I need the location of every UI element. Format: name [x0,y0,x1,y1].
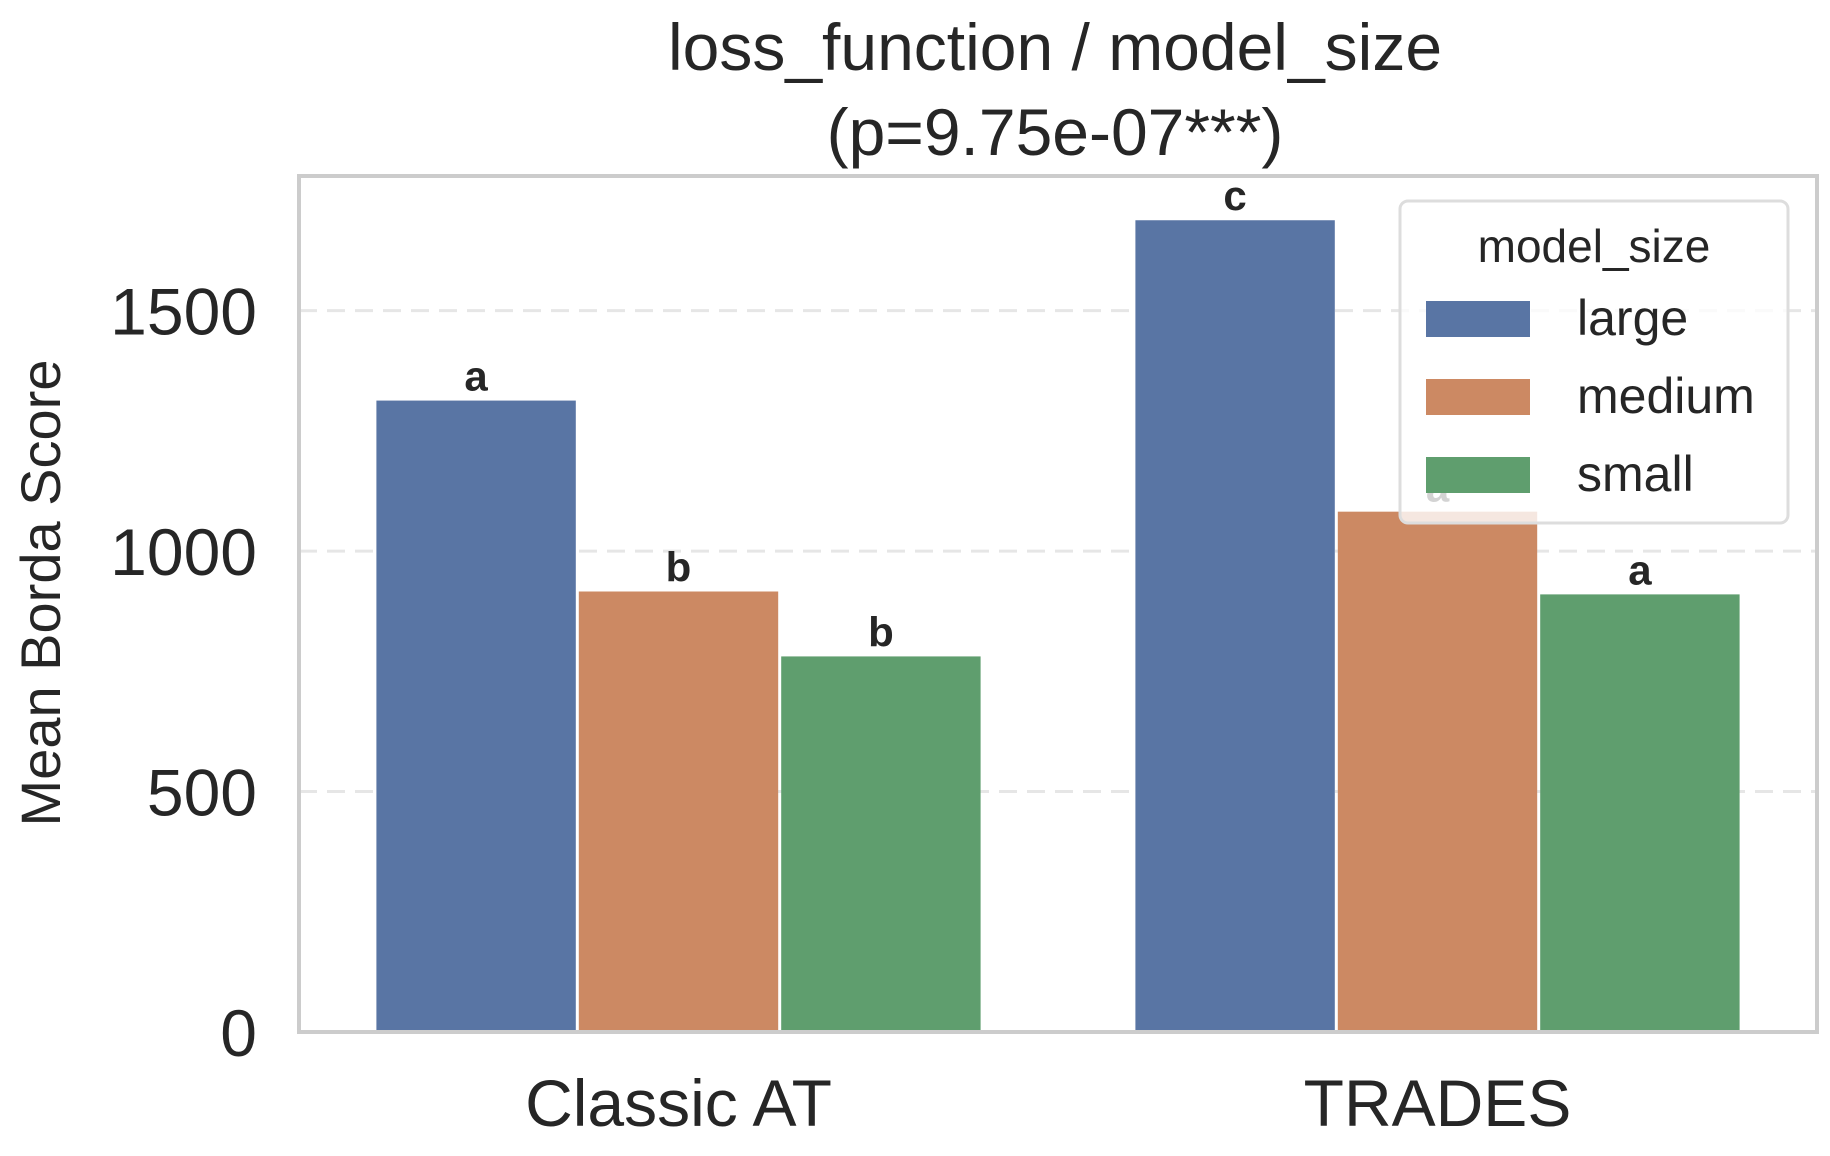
legend-title: model_size [1478,220,1711,272]
bar [1337,511,1538,1032]
significance-letter: c [1223,172,1246,219]
bar [1540,594,1740,1032]
y-tick-label: 0 [220,996,257,1070]
legend: model_size large medium small [1398,199,1790,525]
legend-label: large [1577,290,1688,346]
legend-swatch [1426,379,1530,415]
plot-frame [297,174,1819,1034]
legend-swatch [1426,457,1530,493]
significance-letter: a [1628,546,1652,593]
bar [781,656,981,1032]
x-tick-label: Classic AT [525,1066,832,1140]
y-tick-label: 1500 [110,275,257,349]
x-tick-label: TRADES [1304,1066,1572,1140]
legend-label: small [1577,446,1694,502]
significance-letter: a [464,353,488,400]
y-axis-label: Mean Borda Score [9,360,72,827]
chart-title-line2: (p=9.75e-07***) [827,95,1284,169]
axis-ticks: 0 500 1000 1500 Classic AT TRADES [110,275,1571,1140]
bar [578,591,779,1032]
legend-box [1398,199,1790,525]
legend-label: medium [1577,368,1755,424]
legend-swatch [1426,301,1530,337]
significance-letter: b [868,608,894,655]
significance-letter: b [666,543,692,590]
y-tick-label: 500 [147,756,257,830]
bars [376,220,1740,1033]
bar [376,400,576,1032]
bar [1135,220,1335,1033]
chart-title-line1: loss_function / model_size [668,10,1442,84]
y-tick-label: 1000 [110,515,257,589]
